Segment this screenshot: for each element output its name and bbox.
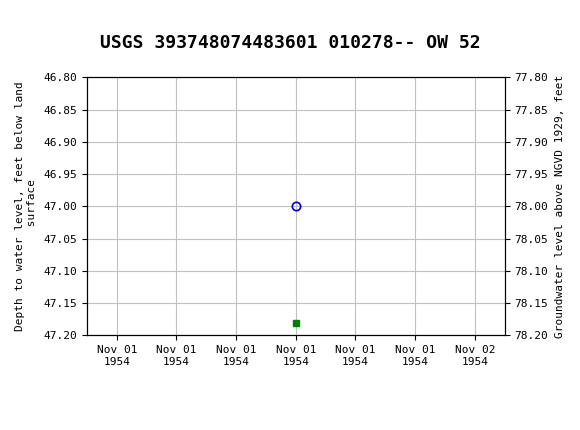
Text: ╳USGS: ╳USGS [12,8,83,31]
Text: USGS 393748074483601 010278-- OW 52: USGS 393748074483601 010278-- OW 52 [100,34,480,52]
Y-axis label: Depth to water level, feet below land
 surface: Depth to water level, feet below land su… [15,82,37,331]
Y-axis label: Groundwater level above NGVD 1929, feet: Groundwater level above NGVD 1929, feet [555,75,565,338]
